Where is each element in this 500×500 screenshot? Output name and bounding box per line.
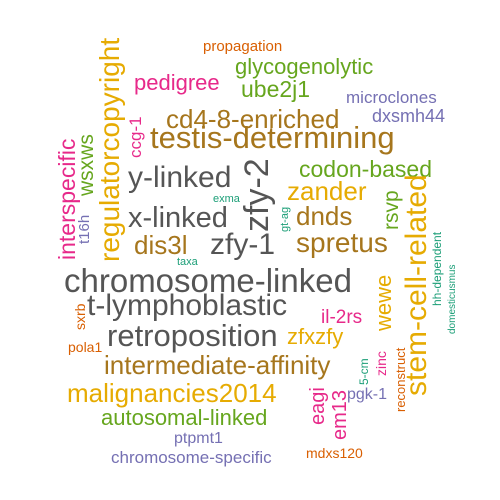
- word-pedigree: pedigree: [134, 70, 220, 95]
- word-exma: exma: [213, 193, 240, 205]
- word-mdxs120: mdxs120: [306, 445, 363, 461]
- word-taxa: taxa: [177, 256, 198, 268]
- word-5-cm: 5-cm: [357, 358, 371, 385]
- word-zander: zander: [287, 176, 367, 206]
- word-zfy-1: zfy-1: [210, 228, 276, 261]
- word-dnds: dnds: [296, 201, 353, 231]
- word-malignancies2014: malignancies2014: [67, 378, 277, 408]
- word-domesticusmus: domesticusmus: [447, 264, 458, 334]
- word-autosomal-linked: autosomal-linked: [101, 405, 268, 430]
- word-t16h: t16h: [76, 214, 93, 244]
- word-propagation: propagation: [203, 38, 283, 55]
- word-microclones: microclones: [346, 88, 437, 107]
- word-zinc: zinc: [373, 351, 389, 376]
- word-hh-dependent: hh-dependent: [430, 231, 444, 306]
- word-dxsmh44: dxsmh44: [372, 106, 446, 126]
- word-intermediate-affinity: intermediate-affinity: [104, 350, 331, 380]
- word-ube2j1: ube2j1: [241, 76, 311, 102]
- word-codon-based: codon-based: [299, 156, 432, 182]
- word-chromosome-linked: chromosome-linked: [64, 262, 352, 299]
- word-t-lymphoblastic: t-lymphoblastic: [87, 289, 288, 322]
- word-zfy-2: zfy-2: [238, 158, 276, 232]
- word-pgk-1: pgk-1: [347, 386, 388, 403]
- word-testis-determining: testis-determining: [150, 120, 395, 155]
- word-chromosome-specific: chromosome-specific: [111, 448, 272, 467]
- word-x-linked: x-linked: [128, 202, 228, 234]
- word-glycogenolytic: glycogenolytic: [235, 54, 374, 79]
- word-gt-ag: gt-ag: [279, 206, 291, 232]
- word-ccg-1: ccg-1: [126, 116, 145, 158]
- word-rsvp: rsvp: [380, 190, 403, 230]
- word-y-linked: y-linked: [128, 161, 232, 194]
- word-il-2rs: il-2rs: [321, 307, 363, 328]
- word-zfxzfy: zfxzfy: [287, 324, 344, 349]
- word-reconstruct: reconstruct: [393, 347, 408, 412]
- word-regulatorcopyright: regulatorcopyright: [94, 37, 125, 262]
- word-pola1: pola1: [68, 339, 103, 355]
- word-eagi: eagi: [307, 387, 329, 425]
- word-wewe: wewe: [371, 274, 396, 331]
- word-sxrb: sxrb: [72, 303, 88, 330]
- word-cd4-8-enriched: cd4-8-enriched: [166, 104, 340, 134]
- word-ptpmt1: ptpmt1: [174, 430, 223, 447]
- word-retroposition: retroposition: [107, 318, 278, 353]
- word-dis3l: dis3l: [134, 230, 188, 260]
- word-em13: em13: [329, 389, 351, 440]
- word-spretus: spretus: [296, 227, 388, 258]
